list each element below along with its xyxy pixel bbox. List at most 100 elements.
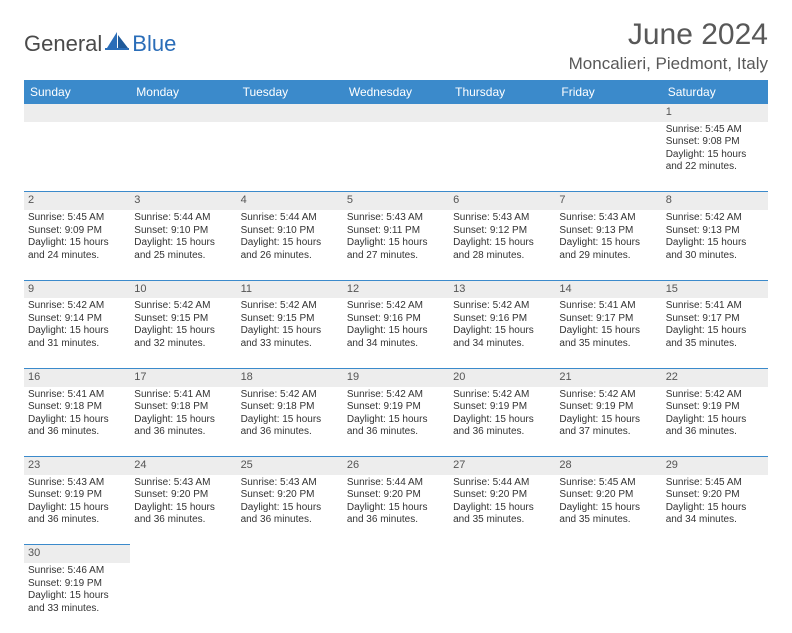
sail-icon — [104, 30, 130, 57]
day-number-cell: 23 — [24, 457, 130, 475]
sunrise-text: Sunrise: 5:43 AM — [453, 212, 551, 225]
day-header: Saturday — [662, 80, 768, 104]
day-number-cell: 20 — [449, 368, 555, 386]
sunset-text: Sunset: 9:19 PM — [666, 401, 764, 414]
day-info-cell: Sunrise: 5:44 AMSunset: 9:10 PMDaylight:… — [237, 210, 343, 280]
day-number-cell: 3 — [130, 192, 236, 210]
day-number-cell — [343, 545, 449, 563]
daylight-text: and 36 minutes. — [241, 426, 339, 439]
daylight-text: Daylight: 15 hours — [347, 237, 445, 250]
daylight-text: Daylight: 15 hours — [666, 325, 764, 338]
day-info-cell: Sunrise: 5:42 AMSunset: 9:15 PMDaylight:… — [130, 298, 236, 368]
daylight-text: and 30 minutes. — [666, 250, 764, 263]
sunset-text: Sunset: 9:20 PM — [347, 489, 445, 502]
day-info-cell: Sunrise: 5:43 AMSunset: 9:11 PMDaylight:… — [343, 210, 449, 280]
daylight-text: Daylight: 15 hours — [28, 502, 126, 515]
daylight-text: and 32 minutes. — [134, 338, 232, 351]
daylight-text: and 34 minutes. — [666, 514, 764, 527]
daylight-text: and 36 minutes. — [28, 426, 126, 439]
day-info-cell: Sunrise: 5:43 AMSunset: 9:20 PMDaylight:… — [237, 475, 343, 545]
sunset-text: Sunset: 9:20 PM — [241, 489, 339, 502]
daylight-text: and 33 minutes. — [241, 338, 339, 351]
day-header: Friday — [555, 80, 661, 104]
sunset-text: Sunset: 9:18 PM — [241, 401, 339, 414]
sunrise-text: Sunrise: 5:44 AM — [347, 477, 445, 490]
day-info-cell: Sunrise: 5:44 AMSunset: 9:20 PMDaylight:… — [343, 475, 449, 545]
day-info-cell: Sunrise: 5:41 AMSunset: 9:17 PMDaylight:… — [555, 298, 661, 368]
day-number-cell: 17 — [130, 368, 236, 386]
day-number-cell: 24 — [130, 457, 236, 475]
day-info-cell — [343, 122, 449, 192]
daylight-text: and 29 minutes. — [559, 250, 657, 263]
daylight-text: Daylight: 15 hours — [559, 414, 657, 427]
page-title: June 2024 — [569, 18, 768, 52]
daylight-text: and 37 minutes. — [559, 426, 657, 439]
sunset-text: Sunset: 9:19 PM — [453, 401, 551, 414]
daylight-text: Daylight: 15 hours — [241, 325, 339, 338]
daylight-text: and 35 minutes. — [453, 514, 551, 527]
location-label: Moncalieri, Piedmont, Italy — [569, 54, 768, 74]
daylight-text: and 35 minutes. — [666, 338, 764, 351]
sunset-text: Sunset: 9:19 PM — [28, 489, 126, 502]
day-number-cell — [130, 104, 236, 122]
sunset-text: Sunset: 9:20 PM — [453, 489, 551, 502]
sunset-text: Sunset: 9:13 PM — [559, 225, 657, 238]
day-info-cell: Sunrise: 5:42 AMSunset: 9:15 PMDaylight:… — [237, 298, 343, 368]
day-number-cell: 18 — [237, 368, 343, 386]
sunrise-text: Sunrise: 5:44 AM — [241, 212, 339, 225]
day-number-cell: 14 — [555, 280, 661, 298]
day-number-cell: 28 — [555, 457, 661, 475]
day-number-cell — [555, 545, 661, 563]
day-number-cell — [662, 545, 768, 563]
sunset-text: Sunset: 9:18 PM — [134, 401, 232, 414]
sunrise-text: Sunrise: 5:45 AM — [666, 124, 764, 137]
day-info-cell: Sunrise: 5:45 AMSunset: 9:20 PMDaylight:… — [555, 475, 661, 545]
daylight-text: and 36 minutes. — [134, 426, 232, 439]
day-number-cell — [343, 104, 449, 122]
sunrise-text: Sunrise: 5:42 AM — [559, 389, 657, 402]
daylight-text: Daylight: 15 hours — [134, 502, 232, 515]
sunset-text: Sunset: 9:11 PM — [347, 225, 445, 238]
sunrise-text: Sunrise: 5:41 AM — [559, 300, 657, 313]
day-number-cell: 5 — [343, 192, 449, 210]
sunrise-text: Sunrise: 5:42 AM — [453, 300, 551, 313]
day-info-cell: Sunrise: 5:42 AMSunset: 9:16 PMDaylight:… — [343, 298, 449, 368]
sunset-text: Sunset: 9:19 PM — [28, 578, 126, 591]
sunrise-text: Sunrise: 5:42 AM — [241, 389, 339, 402]
daylight-text: and 35 minutes. — [559, 514, 657, 527]
daylight-text: Daylight: 15 hours — [666, 237, 764, 250]
daylight-text: and 36 minutes. — [347, 514, 445, 527]
day-info-cell: Sunrise: 5:44 AMSunset: 9:10 PMDaylight:… — [130, 210, 236, 280]
day-info-cell — [130, 122, 236, 192]
day-info-cell: Sunrise: 5:42 AMSunset: 9:19 PMDaylight:… — [555, 387, 661, 457]
sunset-text: Sunset: 9:18 PM — [28, 401, 126, 414]
day-number-cell: 29 — [662, 457, 768, 475]
day-info-cell: Sunrise: 5:42 AMSunset: 9:19 PMDaylight:… — [449, 387, 555, 457]
daylight-text: Daylight: 15 hours — [28, 237, 126, 250]
daylight-text: and 28 minutes. — [453, 250, 551, 263]
daylight-text: Daylight: 15 hours — [134, 414, 232, 427]
sunset-text: Sunset: 9:20 PM — [134, 489, 232, 502]
daylight-text: Daylight: 15 hours — [28, 414, 126, 427]
daylight-text: Daylight: 15 hours — [28, 590, 126, 603]
day-number-cell: 13 — [449, 280, 555, 298]
day-info-cell — [237, 122, 343, 192]
sunrise-text: Sunrise: 5:41 AM — [134, 389, 232, 402]
daylight-text: Daylight: 15 hours — [453, 414, 551, 427]
day-info-cell: Sunrise: 5:45 AMSunset: 9:09 PMDaylight:… — [24, 210, 130, 280]
day-info-cell: Sunrise: 5:44 AMSunset: 9:20 PMDaylight:… — [449, 475, 555, 545]
sunrise-text: Sunrise: 5:43 AM — [28, 477, 126, 490]
daylight-text: and 25 minutes. — [134, 250, 232, 263]
day-number-cell: 4 — [237, 192, 343, 210]
daylight-text: Daylight: 15 hours — [453, 325, 551, 338]
sunrise-text: Sunrise: 5:44 AM — [134, 212, 232, 225]
day-number-cell: 16 — [24, 368, 130, 386]
sunset-text: Sunset: 9:15 PM — [241, 313, 339, 326]
day-number-cell: 12 — [343, 280, 449, 298]
sunset-text: Sunset: 9:12 PM — [453, 225, 551, 238]
daylight-text: Daylight: 15 hours — [666, 502, 764, 515]
sunrise-text: Sunrise: 5:42 AM — [666, 389, 764, 402]
daylight-text: Daylight: 15 hours — [559, 237, 657, 250]
daylight-text: and 36 minutes. — [241, 514, 339, 527]
daylight-text: Daylight: 15 hours — [347, 502, 445, 515]
